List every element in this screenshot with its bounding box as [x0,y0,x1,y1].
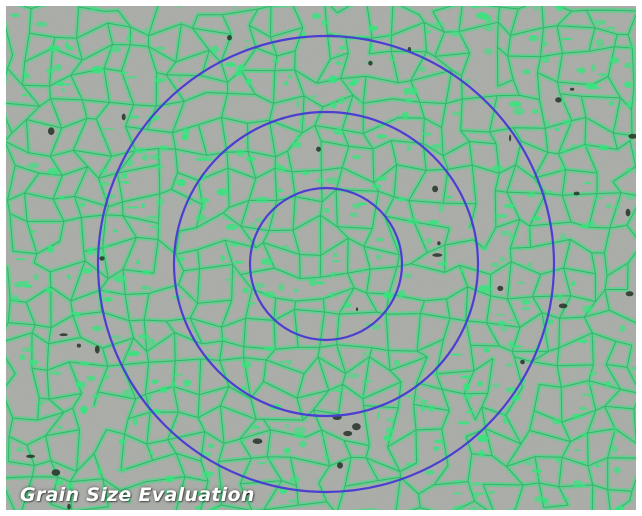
micrograph-frame: Grain Size Evaluation [6,6,636,510]
outer-circle [96,34,556,494]
measurement-circles [96,34,556,494]
noise-texture [6,6,636,510]
middle-circle [172,110,480,418]
inner-circle [248,186,404,342]
image-caption: Grain Size Evaluation [20,484,255,506]
micrograph-image [6,6,636,510]
